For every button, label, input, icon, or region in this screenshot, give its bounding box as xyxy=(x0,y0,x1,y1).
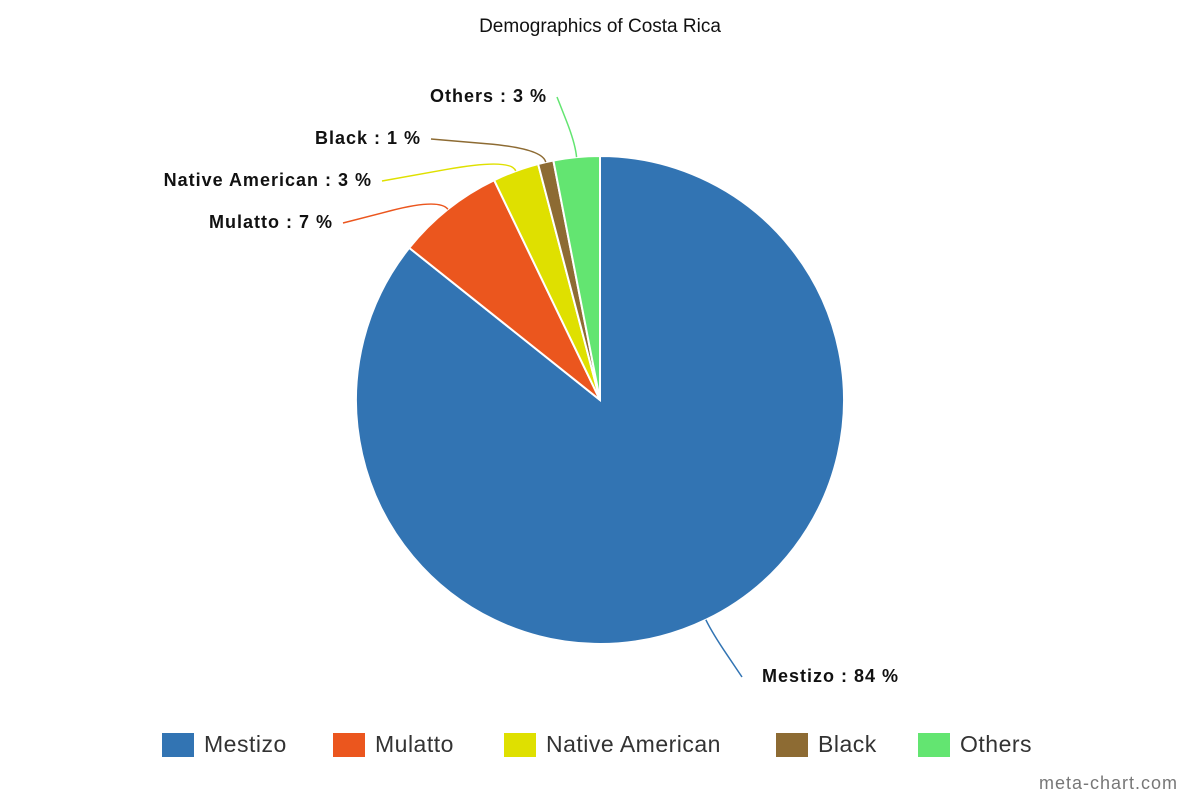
leader-line xyxy=(705,619,743,678)
legend-swatch xyxy=(162,733,194,757)
pie-slice xyxy=(407,178,601,401)
data-label: Mestizo : 84 % xyxy=(762,666,899,686)
legend-label: Mestizo xyxy=(204,731,287,757)
leader-line xyxy=(342,203,449,224)
legend-swatch xyxy=(918,733,950,757)
leader-line xyxy=(430,138,547,163)
legend-label: Black xyxy=(818,731,877,757)
legend-label: Others xyxy=(960,731,1032,757)
legend-swatch xyxy=(504,733,536,757)
watermark: meta-chart.com xyxy=(1039,773,1178,793)
data-label: Black : 1 % xyxy=(315,128,421,148)
data-label: Others : 3 % xyxy=(430,86,547,106)
legend-label: Native American xyxy=(546,731,721,757)
chart-title: Demographics of Costa Rica xyxy=(479,16,721,37)
legend-swatch xyxy=(776,733,808,757)
pie-slice xyxy=(552,154,601,401)
data-label: Mulatto : 7 % xyxy=(209,212,333,232)
data-label: Native American : 3 % xyxy=(164,170,372,190)
legend-label: Mulatto xyxy=(375,731,454,757)
leader-line xyxy=(556,96,578,158)
leader-line xyxy=(381,163,517,182)
legend-swatch xyxy=(333,733,365,757)
